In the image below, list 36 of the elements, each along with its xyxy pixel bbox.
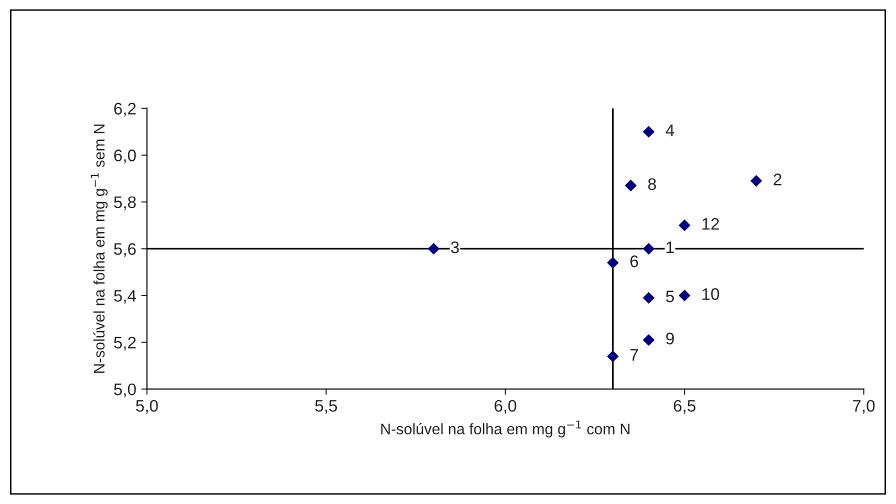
x-tick-label: 5,0 bbox=[136, 400, 158, 414]
y-tick-label: 6,0 bbox=[114, 150, 136, 164]
x-tick-label: 7,0 bbox=[853, 400, 875, 414]
y-tick-label: 6,2 bbox=[114, 102, 136, 117]
point bbox=[642, 334, 655, 346]
annotation: 3 bbox=[450, 241, 459, 254]
annotation: 1 bbox=[666, 242, 674, 254]
y-tick-label: 5,4 bbox=[114, 290, 136, 304]
y-tick-label: 5,0 bbox=[114, 383, 136, 398]
annotation: 9 bbox=[666, 332, 674, 344]
x-axis-title: N-solúvel na folha em mg g$^{−1}$ com N bbox=[381, 420, 630, 438]
y-axis-title: N-solúvel na folha em mg g$^{−1}$ sem N bbox=[90, 124, 108, 373]
y-tick-label: 5,2 bbox=[114, 336, 136, 350]
x-tick-label: 6,5 bbox=[674, 400, 696, 414]
x-tick-label: 6,0 bbox=[494, 400, 516, 414]
point bbox=[642, 126, 655, 138]
point bbox=[428, 242, 440, 255]
annotation: 6 bbox=[630, 255, 638, 268]
annotation: 7 bbox=[630, 349, 638, 361]
point bbox=[606, 350, 619, 362]
point bbox=[678, 290, 690, 302]
annotation: 10 bbox=[702, 288, 720, 300]
annotation: 8 bbox=[648, 178, 656, 190]
x-tick-label: 5,5 bbox=[315, 400, 338, 414]
y-tick-label: 5,8 bbox=[114, 196, 136, 210]
annotation: 2 bbox=[774, 174, 782, 186]
point bbox=[750, 174, 762, 187]
y-tick-label: 5,6 bbox=[114, 243, 136, 257]
point bbox=[678, 219, 690, 232]
point bbox=[624, 180, 637, 192]
annotation: 4 bbox=[666, 124, 674, 136]
point bbox=[606, 256, 619, 269]
annotation: 12 bbox=[702, 218, 719, 230]
point bbox=[642, 292, 655, 304]
point bbox=[642, 242, 655, 255]
annotation: 5 bbox=[666, 290, 674, 302]
